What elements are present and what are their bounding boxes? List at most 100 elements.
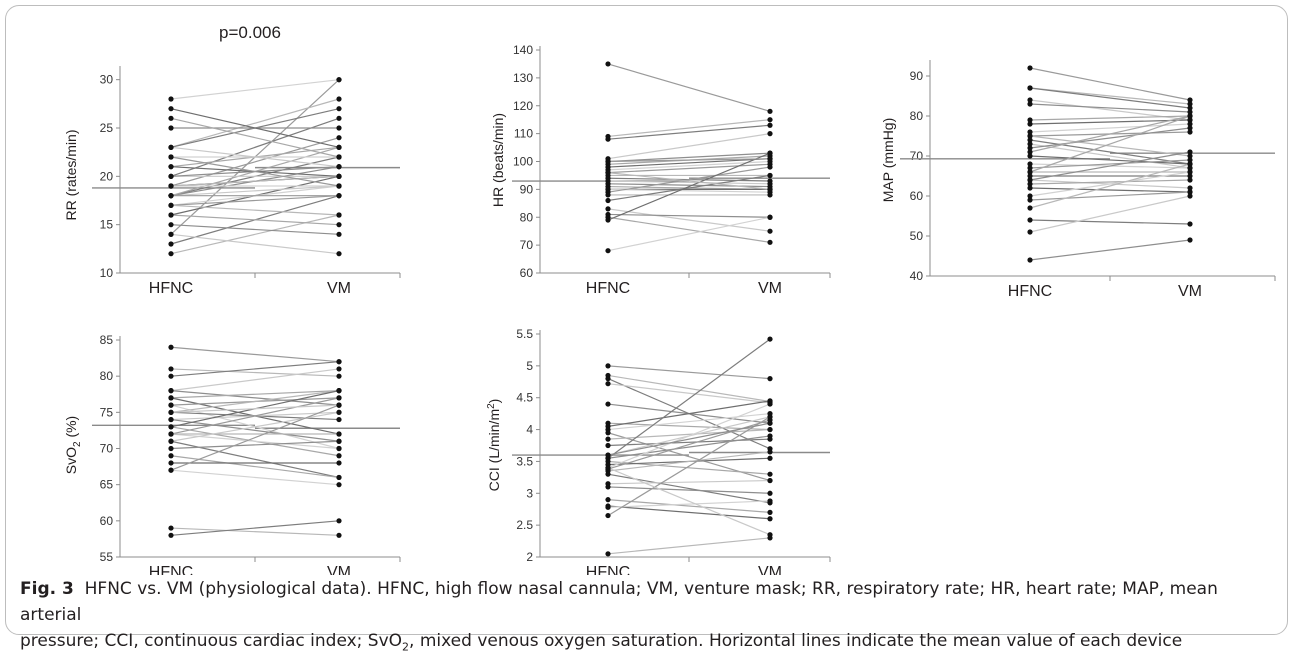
point-vm: [1187, 149, 1193, 155]
pair-line: [607, 158, 771, 163]
y-tick-label: 110: [514, 127, 533, 141]
pair-line: [1029, 139, 1191, 165]
point-hfnc: [1027, 197, 1033, 203]
point-hfnc: [605, 504, 611, 510]
point-vm: [1187, 193, 1193, 199]
rr-panel: RR (rates/min) 10 15 20 25 30 HFNC VM: [63, 66, 401, 297]
svo2-label-main: SvO: [63, 447, 79, 474]
y-tick-label: 140: [513, 43, 533, 57]
cci-y-axis-label: CCI (L/min/m2): [486, 399, 502, 492]
y-tick-label: 85: [100, 333, 114, 347]
pair-line: [607, 403, 771, 469]
pair-line: [170, 418, 340, 442]
point-vm: [336, 373, 342, 379]
point-hfnc: [168, 231, 174, 237]
point-hfnc: [605, 217, 611, 223]
pair-line: [170, 469, 340, 486]
y-tick-label: 60: [100, 514, 114, 528]
pair-line: [170, 527, 340, 536]
pair-line: [1029, 87, 1191, 109]
pair-line: [1029, 219, 1191, 225]
point-vm: [767, 433, 773, 439]
pair-line: [607, 499, 771, 513]
point-vm: [336, 222, 342, 228]
point-vm: [1187, 169, 1193, 175]
point-vm: [336, 482, 342, 488]
point-vm: [767, 532, 773, 538]
point-hfnc: [168, 431, 174, 437]
point-hfnc: [1027, 161, 1033, 167]
point-vm: [1187, 109, 1193, 115]
pair-line: [607, 208, 771, 232]
pair-line: [170, 146, 340, 168]
point-vm: [336, 115, 342, 121]
point-hfnc: [1027, 137, 1033, 143]
point-hfnc: [168, 251, 174, 257]
point-hfnc: [168, 212, 174, 218]
point-vm: [336, 251, 342, 257]
point-hfnc: [168, 241, 174, 247]
caption-line2-pre: pressure; CCI, continuous cardiac index;…: [20, 631, 403, 651]
point-hfnc: [168, 424, 174, 430]
point-hfnc: [168, 460, 174, 466]
point-hfnc: [168, 173, 174, 179]
point-vm: [1187, 129, 1193, 135]
point-hfnc: [1027, 169, 1033, 175]
point-vm: [767, 516, 773, 522]
point-hfnc: [168, 388, 174, 394]
point-hfnc: [605, 401, 611, 407]
pair-line: [170, 404, 340, 413]
pair-line: [1029, 187, 1191, 193]
point-hfnc: [605, 452, 611, 458]
figure-frame: [5, 5, 1288, 635]
y-tick-label: 90: [520, 182, 534, 196]
point-vm: [767, 376, 773, 382]
pair-line: [607, 152, 771, 163]
point-vm: [1187, 185, 1193, 191]
x-tick-label-vm: VM: [1178, 283, 1202, 300]
point-vm: [1187, 157, 1193, 163]
point-vm: [767, 228, 773, 234]
y-tick-label: 2: [526, 550, 533, 564]
point-hfnc: [1027, 185, 1033, 191]
point-vm: [336, 518, 342, 524]
y-tick-label: 2.5: [516, 518, 533, 532]
pair-line: [1029, 151, 1191, 181]
point-vm: [1187, 121, 1193, 127]
point-vm: [767, 509, 773, 515]
point-hfnc: [1027, 133, 1033, 139]
point-vm: [1187, 125, 1193, 131]
x-tick-label-hfnc: HFNC: [149, 564, 193, 575]
pair-line: [1029, 119, 1191, 125]
pair-line: [607, 422, 771, 431]
pair-line: [1029, 127, 1191, 149]
y-tick-label: 80: [910, 109, 924, 123]
map-y-axis-label: MAP (mmHg): [880, 118, 896, 203]
point-vm: [767, 214, 773, 220]
point-hfnc: [1027, 205, 1033, 211]
point-vm: [1187, 101, 1193, 107]
point-vm: [336, 77, 342, 83]
pair-line: [1029, 159, 1191, 169]
point-hfnc: [168, 222, 174, 228]
point-vm: [336, 231, 342, 237]
pair-line: [170, 233, 340, 255]
cci-label-sup: 2: [486, 403, 497, 409]
point-hfnc: [605, 430, 611, 436]
y-tick-label: 60: [910, 189, 924, 203]
point-vm: [767, 401, 773, 407]
point-hfnc: [605, 376, 611, 382]
point-vm: [336, 359, 342, 365]
point-vm: [767, 414, 773, 420]
pair-line: [1029, 135, 1191, 157]
hr-y-axis-label: HR (beats/min): [490, 113, 506, 207]
pair-line: [607, 188, 771, 193]
point-vm: [767, 150, 773, 156]
point-vm: [336, 402, 342, 408]
pair-line: [1029, 239, 1191, 261]
x-tick-label-hfnc: HFNC: [1008, 283, 1052, 300]
point-vm: [1187, 153, 1193, 159]
point-vm: [336, 474, 342, 481]
pair-line: [607, 174, 771, 202]
point-vm: [336, 173, 342, 179]
